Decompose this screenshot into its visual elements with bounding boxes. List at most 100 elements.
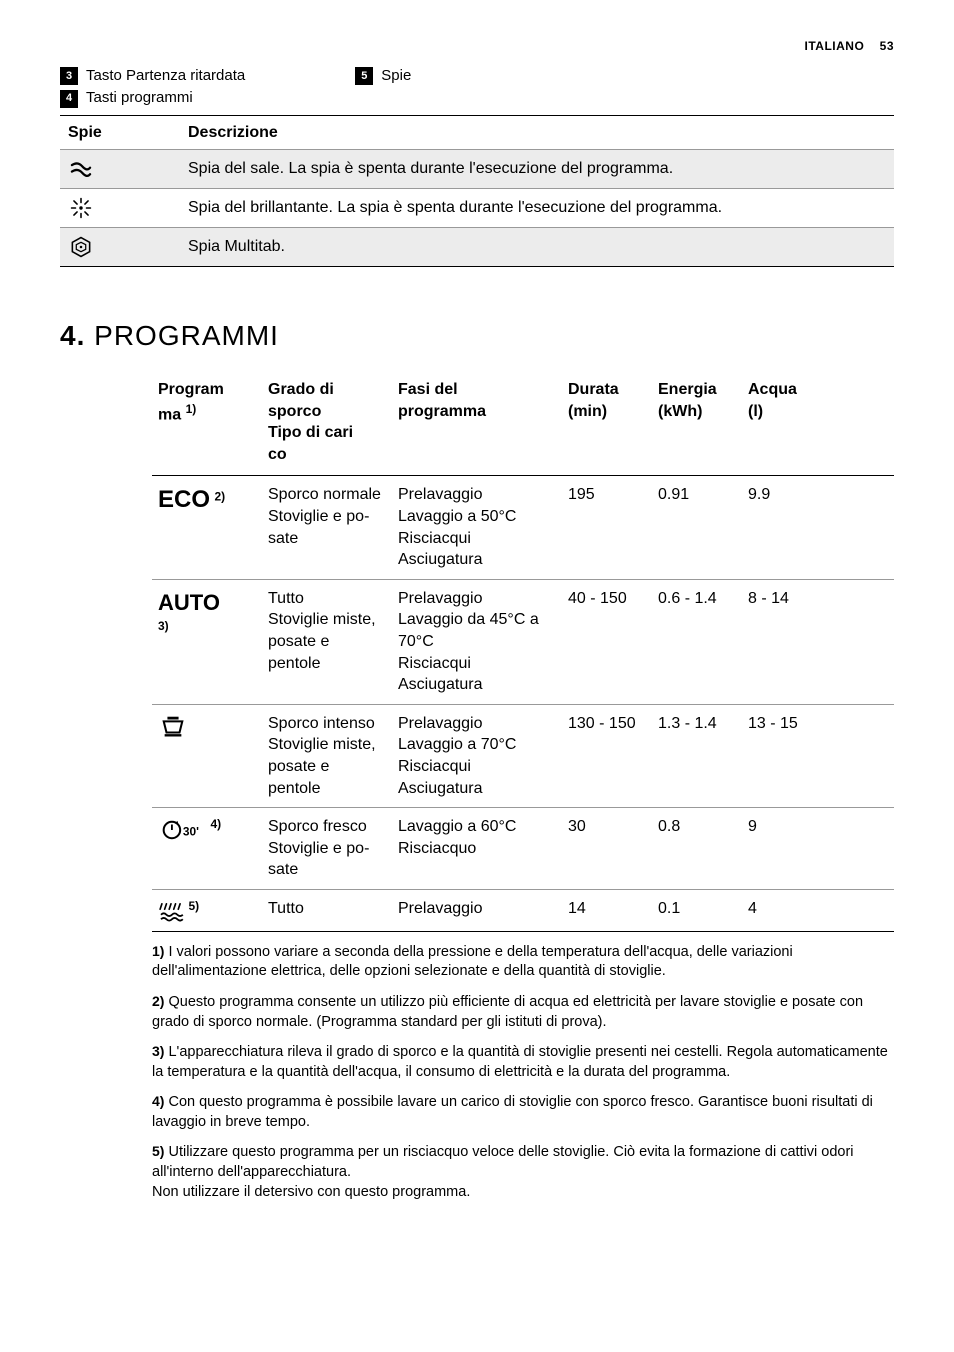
footnote-text: Utilizzare questo programma per un risci… <box>152 1144 854 1199</box>
table-row: Spia del sale. La spia è spenta durante … <box>60 150 894 189</box>
phases-cell: Prelavaggio <box>392 889 562 931</box>
auto-icon: AUTO <box>158 590 220 615</box>
page-header: ITALIANO 53 <box>60 38 894 54</box>
spie-header: Spie <box>60 115 180 150</box>
intensive-icon <box>158 713 188 739</box>
header-text: co <box>268 446 287 463</box>
energy-cell: 0.6 - 1.4 <box>652 579 742 704</box>
spie-desc: Spia del brillantante. La spia è spenta … <box>180 189 894 228</box>
header-text: Fasi del <box>398 381 458 398</box>
prog-symbol-cell: AUTO 3) <box>152 579 262 704</box>
table-row: Spia Multitab. <box>60 228 894 267</box>
footnote-ref: 5) <box>188 899 199 913</box>
water-cell: 13 - 15 <box>742 704 894 807</box>
footnote-text: Con questo programma è possibile lavare … <box>152 1094 873 1130</box>
table-row: ECO 2) Sporco nor­male Stoviglie e po­sa… <box>152 476 894 579</box>
soil-cell: Sporco inten­so Stoviglie mi­ste, posate… <box>262 704 392 807</box>
footnote-num: 2) <box>152 993 164 1009</box>
lang-label: ITALIANO <box>805 39 865 53</box>
header-sup: 1) <box>186 402 197 416</box>
header-text: Program­ <box>158 381 224 398</box>
header-text: ma <box>158 406 181 423</box>
water-cell: 9 <box>742 808 894 890</box>
water-cell: 4 <box>742 889 894 931</box>
section-number: 4. <box>60 320 85 351</box>
prog-symbol-cell <box>152 704 262 807</box>
phases-cell: Prelavaggio Lavaggio a 70°C Risciacqui A… <box>392 704 562 807</box>
energy-cell: 0.8 <box>652 808 742 890</box>
phases-cell: Lavaggio a 60°C Risciacquo <box>392 808 562 890</box>
multitab-icon <box>60 228 180 267</box>
header-text: (min) <box>568 403 607 420</box>
spie-table: Spie Descrizione Spia del sale. La spia … <box>60 115 894 268</box>
legend-num-badge: 5 <box>355 67 373 85</box>
footnote-num: 3) <box>152 1043 164 1059</box>
table-row: 5) Tutto Prelavaggio 14 0.1 4 <box>152 889 894 931</box>
legend-num-badge: 3 <box>60 67 78 85</box>
footnote-num: 4) <box>152 1093 164 1109</box>
phases-cell: Prelavaggio Lavaggio da 45°C a 70°C Risc… <box>392 579 562 704</box>
prog-header: Grado di sporco Tipo di cari­ co <box>262 373 392 476</box>
prog-symbol-cell: 30' 4) <box>152 808 262 890</box>
footnote-ref: 3) <box>158 619 169 633</box>
header-text: Energia <box>658 381 717 398</box>
section-title: PROGRAMMI <box>94 320 279 351</box>
header-text: Grado di <box>268 381 334 398</box>
soil-cell: Sporco fresco Stoviglie e po­sate <box>262 808 392 890</box>
page-number: 53 <box>880 39 894 53</box>
legend-text: Tasto Partenza ritardata <box>86 66 245 86</box>
header-text: (kWh) <box>658 403 702 420</box>
footnote-ref: 4) <box>210 817 221 831</box>
footnote-num: 5) <box>152 1143 164 1159</box>
duration-cell: 40 - 150 <box>562 579 652 704</box>
legend-text: Spie <box>381 66 411 86</box>
duration-cell: 130 - 150 <box>562 704 652 807</box>
footnote-ref: 2) <box>214 490 225 504</box>
programs-table: Program­ ma 1) Grado di sporco Tipo di c… <box>152 373 894 932</box>
prog-symbol-cell: 5) <box>152 889 262 931</box>
table-row: Spia del brillantante. La spia è spenta … <box>60 189 894 228</box>
header-text: Durata <box>568 381 619 398</box>
table-row: AUTO 3) Tutto Stoviglie mi­ste, posate e… <box>152 579 894 704</box>
quick-30-icon: 30' <box>158 819 206 841</box>
section-heading: 4. PROGRAMMI <box>60 317 894 355</box>
prewash-icon <box>158 902 184 922</box>
table-row: 30' 4) Sporco fresco Stoviglie e po­sate… <box>152 808 894 890</box>
spie-desc: Spia Multitab. <box>180 228 894 267</box>
prog-symbol-cell: ECO 2) <box>152 476 262 579</box>
legend-item: 3 Tasto Partenza ritardata <box>60 66 245 86</box>
phases-cell: Prelavaggio Lavaggio a 50°C Risciacqui A… <box>392 476 562 579</box>
energy-cell: 0.91 <box>652 476 742 579</box>
header-text: sporco <box>268 403 321 420</box>
footnote-num: 1) <box>152 943 164 959</box>
footnote-text: L'apparecchiatura rileva il grado di spo… <box>152 1044 888 1080</box>
duration-cell: 30 <box>562 808 652 890</box>
water-cell: 8 - 14 <box>742 579 894 704</box>
legend-block: 3 Tasto Partenza ritardata 5 Spie 4 Tast… <box>60 66 894 109</box>
legend-item: 5 Spie <box>355 66 411 86</box>
header-text: Tipo di cari­ <box>268 424 353 441</box>
duration-cell: 14 <box>562 889 652 931</box>
energy-cell: 1.3 - 1.4 <box>652 704 742 807</box>
prog-header: Durata (min) <box>562 373 652 476</box>
soil-cell: Tutto Stoviglie mi­ste, posate e pentole <box>262 579 392 704</box>
svg-text:30': 30' <box>183 825 199 839</box>
footnote-text: Questo programma consente un utilizzo pi… <box>152 994 863 1030</box>
footnotes: 1) I valori possono variare a seconda de… <box>152 942 894 1202</box>
header-text: (l) <box>748 403 763 420</box>
legend-num-badge: 4 <box>60 90 78 108</box>
energy-cell: 0.1 <box>652 889 742 931</box>
water-cell: 9.9 <box>742 476 894 579</box>
prog-header: Energia (kWh) <box>652 373 742 476</box>
soil-cell: Sporco nor­male Stoviglie e po­sate <box>262 476 392 579</box>
prog-header: Program­ ma 1) <box>152 373 262 476</box>
eco-icon: ECO <box>158 486 210 513</box>
rinse-aid-icon <box>60 189 180 228</box>
duration-cell: 195 <box>562 476 652 579</box>
table-row: Sporco inten­so Stoviglie mi­ste, posate… <box>152 704 894 807</box>
spie-desc: Spia del sale. La spia è spenta durante … <box>180 150 894 189</box>
header-text: Acqua <box>748 381 797 398</box>
spie-header: Descrizione <box>180 115 894 150</box>
prog-header: Acqua (l) <box>742 373 894 476</box>
footnote-text: I valori possono variare a seconda della… <box>152 944 793 980</box>
